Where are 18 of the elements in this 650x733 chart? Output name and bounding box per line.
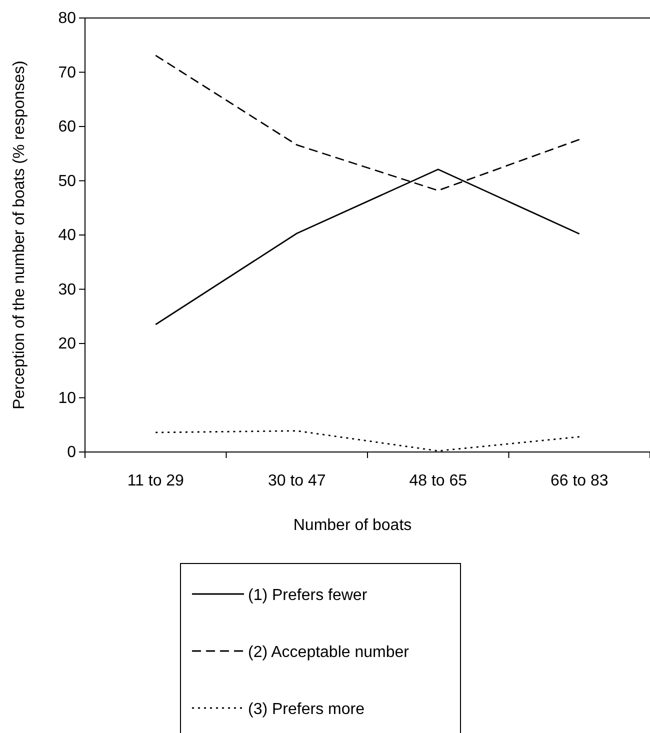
y-tick-label: 60 xyxy=(58,118,76,136)
legend-label: (2) Acceptable number xyxy=(248,644,410,661)
y-tick-label: 80 xyxy=(58,10,76,28)
y-tick-label: 0 xyxy=(67,444,76,462)
y-axis-title: Perception of the number of boats (% responses) xyxy=(11,60,28,410)
x-tick-label: 48 to 65 xyxy=(409,472,468,490)
legend-label: (1) Prefers fewer xyxy=(248,587,368,604)
y-tick-label: 30 xyxy=(58,281,76,298)
x-axis-title: Number of boats xyxy=(293,517,412,534)
x-tick-label: 30 to 47 xyxy=(268,472,326,490)
legend-label: (3) Prefers more xyxy=(248,701,365,718)
y-tick-label: 10 xyxy=(58,390,76,407)
x-tick-label: 66 to 83 xyxy=(550,472,608,490)
y-tick-label: 20 xyxy=(58,336,76,353)
y-tick-label: 40 xyxy=(58,227,76,244)
y-tick-label: 50 xyxy=(58,172,76,190)
y-tick-label: 70 xyxy=(58,64,76,82)
x-tick-label: 11 to 29 xyxy=(127,472,184,490)
